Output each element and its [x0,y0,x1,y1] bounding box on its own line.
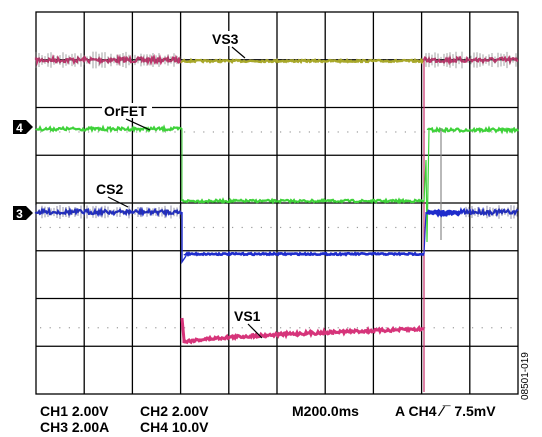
figure-id: 08501-019 [520,352,531,400]
cs2-edge-off [423,211,427,255]
cs2-trace-pre [34,206,183,218]
cs2-trace-noise-post [465,205,518,219]
orfet-edge-off [423,129,430,243]
vs3-trace-on [180,57,425,65]
channel-4-marker: 4 [13,120,33,135]
vs3-trace-pre [34,53,183,67]
cs2-trace-noise-pre [35,205,181,219]
cs2-label: CS2 [96,181,123,197]
channel-3-marker: 3 [13,206,33,221]
vs3-trace-post [422,54,519,66]
vs1-trace [180,317,425,345]
channel-3-marker-label: 3 [16,207,23,221]
orfet-label: OrFET [104,103,147,119]
scope-traces [34,51,519,392]
vs3-trace-noise-post [425,51,517,69]
channel-4-marker-label: 4 [16,121,23,135]
cs2-trace-on [183,251,425,257]
timebase-setting: M200.0ms [292,403,359,419]
ch2-setting: CH2 2.00V [140,403,209,419]
vs3-trace-noise-pre [35,51,181,69]
cs2-trace-post-a [426,208,462,218]
vs1-label: VS1 [234,308,261,324]
ch1-setting: CH1 2.00V [40,403,109,419]
scope-dot-gridlines [40,131,512,329]
orfet-trace-post [426,125,519,135]
ch4-setting: CH4 10.0V [140,419,209,435]
ch3-setting: CH3 2.00A [40,419,110,435]
orfet-trace-on [180,197,425,205]
trigger-setting: A CH4 ∕¯ 7.5mV [395,403,496,419]
vs3-label: VS3 [212,31,239,47]
orfet-trace-pre [34,124,183,134]
cs2-edge-on [181,212,187,265]
